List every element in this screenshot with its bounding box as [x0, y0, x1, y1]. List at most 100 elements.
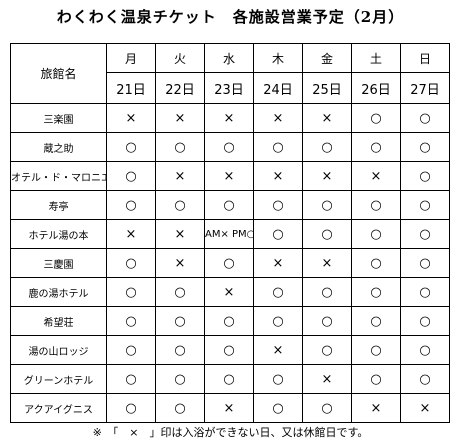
inn-name: 三楽園: [10, 103, 107, 133]
status: ○: [155, 190, 205, 220]
table-row: ホテル湯の本 × × AM× PM○ ○ ○ ○ ○: [10, 219, 450, 249]
status: ○: [106, 364, 156, 394]
status: ○: [302, 190, 352, 220]
status: ○: [400, 248, 450, 278]
status: ×: [204, 161, 254, 191]
status: ×: [253, 103, 303, 133]
status: ×: [253, 161, 303, 191]
table-row: アクアイグニス ○ ○ × ○ ○ × ×: [10, 393, 450, 423]
status: ○: [351, 335, 401, 365]
status: ○: [106, 190, 156, 220]
status: ○: [351, 103, 401, 133]
date: 24日: [253, 72, 303, 104]
weekday: 土: [351, 43, 401, 73]
table-row: オテル・ド・マロニエ ○ × × × × × ○: [10, 161, 450, 191]
status: ○: [253, 393, 303, 423]
date: 25日: [302, 72, 352, 104]
status: ○: [106, 306, 156, 336]
status: ○: [351, 364, 401, 394]
status: ○: [302, 335, 352, 365]
table-row: 蔵之助 ○ ○ ○ ○ ○ ○ ○: [10, 132, 450, 162]
table-row: グリーンホテル ○ ○ ○ ○ × ○ ○: [10, 364, 450, 394]
inn-name: 寿亭: [10, 190, 107, 220]
status: ○: [302, 393, 352, 423]
status: ○: [400, 219, 450, 249]
status: ○: [155, 364, 205, 394]
status: ○: [302, 277, 352, 307]
status: ○: [155, 393, 205, 423]
status: ○: [204, 190, 254, 220]
inn-name: 希望荘: [10, 306, 107, 336]
status: ○: [351, 248, 401, 278]
status: ○: [106, 393, 156, 423]
status: ×: [253, 248, 303, 278]
status: ×: [302, 248, 352, 278]
table-row: 旅館名月火水木金土日: [10, 43, 450, 104]
status: ×: [302, 364, 352, 394]
status: ○: [400, 103, 450, 133]
status: ×: [106, 103, 156, 133]
table-row: 21日 22日 23日 24日 25日 26日 27日: [11, 72, 450, 104]
date: 26日: [351, 72, 401, 104]
status: ×: [204, 393, 254, 423]
table-row: 湯の山ロッジ ○ ○ ○ × ○ ○ ○: [10, 335, 450, 365]
weekday: 火: [155, 43, 205, 73]
table-row: 三楽園 × × × × × ○ ○: [10, 103, 450, 133]
status: ○: [106, 248, 156, 278]
table-row: 三慶園 ○ × ○ × × ○ ○: [10, 248, 450, 278]
weekday: 日: [400, 43, 450, 73]
status: ○: [253, 277, 303, 307]
date: 23日: [204, 72, 254, 104]
status: ○: [302, 132, 352, 162]
status: ○: [400, 161, 450, 191]
status: ○: [400, 306, 450, 336]
status: ×: [351, 393, 401, 423]
date: 21日: [106, 72, 156, 104]
weekday: 金: [302, 43, 352, 73]
status: ×: [106, 219, 156, 249]
weekday: 月: [106, 43, 156, 73]
status: ○: [106, 132, 156, 162]
status: ○: [204, 306, 254, 336]
status: ○: [351, 190, 401, 220]
inn-name: グリーンホテル: [10, 364, 107, 394]
status: ○: [204, 132, 254, 162]
weekday: 水: [204, 43, 254, 73]
status: ×: [302, 161, 352, 191]
status: ×: [155, 103, 205, 133]
status: ○: [351, 277, 401, 307]
status: AM× PM○: [204, 219, 254, 249]
status: ○: [400, 132, 450, 162]
table-row: 希望荘 ○ ○ ○ ○ ○ ○ ○: [10, 306, 450, 336]
status: ×: [204, 103, 254, 133]
status: ○: [400, 364, 450, 394]
name-header: 旅館名: [10, 43, 107, 104]
status: ×: [204, 277, 254, 307]
status: ○: [155, 277, 205, 307]
status: ○: [106, 161, 156, 191]
status: ○: [400, 277, 450, 307]
status: ○: [106, 335, 156, 365]
status: ○: [351, 306, 401, 336]
status: ×: [302, 103, 352, 133]
weekday: 木: [253, 43, 303, 73]
status: ×: [155, 248, 205, 278]
status: ○: [253, 364, 303, 394]
status: ○: [204, 364, 254, 394]
status: ○: [253, 219, 303, 249]
inn-name: ホテル湯の本: [10, 219, 107, 249]
table-row: 鹿の湯ホテル ○ ○ × ○ ○ ○ ○: [10, 277, 450, 307]
status: ○: [204, 248, 254, 278]
status: ○: [204, 335, 254, 365]
status: ×: [253, 335, 303, 365]
status: ○: [106, 277, 156, 307]
status: ○: [253, 306, 303, 336]
status: ×: [400, 393, 450, 423]
table-row: 寿亭 ○ ○ ○ ○ ○ ○ ○: [10, 190, 450, 220]
status: ×: [155, 219, 205, 249]
status: ×: [155, 161, 205, 191]
status: ○: [253, 132, 303, 162]
status: ○: [302, 219, 352, 249]
date: 27日: [400, 72, 450, 104]
